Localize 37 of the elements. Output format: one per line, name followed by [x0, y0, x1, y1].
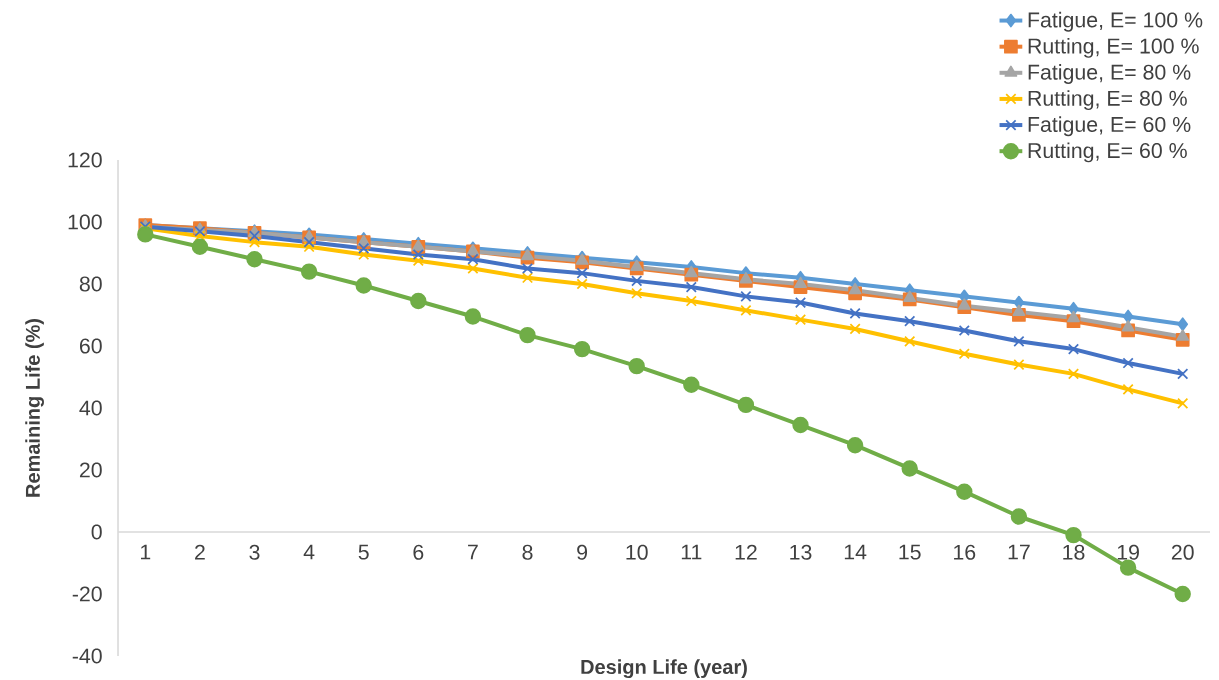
- x-tick-label: 1: [141, 544, 151, 560]
- x-tick-label: 5: [358, 544, 369, 560]
- legend-label: Fatigue, E= 100 %: [1028, 11, 1203, 32]
- y-tick-label: 120: [68, 152, 102, 168]
- legend-label: Rutting, E= 100 %: [1028, 37, 1199, 58]
- y-tick-label: 60: [79, 338, 102, 354]
- y-axis-title: Remaining Life (%): [25, 318, 44, 497]
- legend-label: Fatigue, E= 60 %: [1028, 116, 1191, 137]
- x-tick-label: 13: [790, 544, 812, 560]
- legend-label: Fatigue, E= 80 %: [1028, 64, 1191, 84]
- y-tick-label: 20: [79, 462, 102, 478]
- x-tick-label: 19: [1117, 544, 1139, 560]
- x-tick-label: 2: [195, 544, 205, 560]
- x-tick-label: 15: [899, 544, 921, 560]
- y-tick-label: 100: [68, 214, 102, 230]
- x-tick-label: 20: [1171, 544, 1194, 560]
- x-tick-label: 17: [1008, 544, 1030, 560]
- y-tick-label: -20: [72, 586, 102, 602]
- x-tick-label: 6: [413, 544, 424, 560]
- x-tick-label: 3: [249, 544, 260, 560]
- x-tick-label: 14: [844, 544, 867, 560]
- y-tick-label: 0: [91, 524, 102, 540]
- x-tick-label: 12: [735, 544, 757, 560]
- y-tick-label: 80: [79, 276, 102, 292]
- x-tick-label: 16: [954, 544, 976, 560]
- x-axis-title: Design Life (year): [581, 659, 747, 679]
- x-tick-label: 9: [577, 544, 588, 560]
- x-tick-label: 7: [468, 544, 478, 560]
- x-tick-label: 11: [681, 544, 702, 560]
- x-tick-label: 18: [1063, 544, 1085, 560]
- x-tick-label: 8: [522, 544, 533, 560]
- y-tick-label: 40: [79, 400, 102, 416]
- legend-label: Rutting, E= 60 %: [1028, 142, 1187, 163]
- x-tick-label: 10: [626, 544, 648, 560]
- legend-label: Rutting, E= 80 %: [1028, 90, 1187, 111]
- y-tick-label: -40: [72, 648, 102, 664]
- x-tick-label: 4: [303, 544, 315, 560]
